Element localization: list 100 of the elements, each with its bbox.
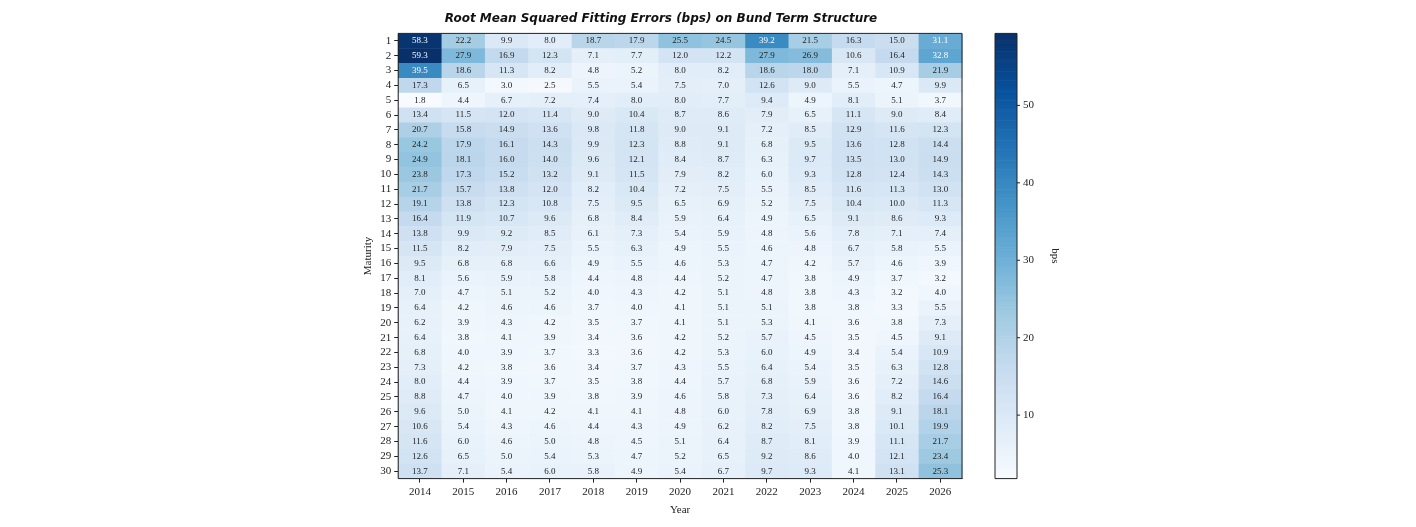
x-tick-label: 2014 (408, 485, 432, 498)
data-label: 15.7 (455, 183, 472, 194)
data-label: 4.2 (457, 302, 469, 313)
data-label: 8.2 (761, 421, 773, 432)
data-label: 14.3 (932, 168, 949, 179)
data-label: 6.9 (717, 198, 730, 209)
data-label: 10.9 (932, 346, 949, 357)
data-label: 16.0 (498, 153, 515, 164)
data-label: 5.3 (587, 450, 600, 461)
data-label: 4.3 (501, 421, 513, 432)
data-label: 8.8 (414, 391, 427, 402)
data-label: 3.7 (544, 376, 557, 387)
data-label: 15.2 (498, 168, 515, 179)
data-label: 5.0 (501, 450, 513, 461)
data-label: 9.5 (414, 257, 427, 268)
data-label: 15.8 (455, 124, 472, 135)
data-label: 4.2 (804, 257, 816, 268)
y-tick-label: 1 (385, 33, 392, 46)
data-label: 23.4 (932, 450, 949, 461)
data-label: 6.0 (761, 346, 773, 357)
data-label: 3.3 (587, 346, 600, 357)
y-tick-label: 24 (380, 375, 392, 388)
data-label: 7.1 (457, 465, 469, 476)
y-tick-label: 29 (380, 449, 392, 462)
data-label: 7.2 (761, 124, 773, 135)
data-label: 3.4 (587, 361, 600, 372)
data-label: 21.7 (412, 183, 429, 194)
data-label: 4.8 (761, 228, 773, 239)
data-label: 5.4 (674, 465, 687, 476)
data-label: 13.6 (542, 124, 559, 135)
data-label: 11.3 (498, 64, 515, 75)
x-tick-label: 2026 (929, 485, 952, 498)
data-label: 9.8 (587, 124, 600, 135)
data-label: 6.7 (501, 94, 513, 105)
data-label: 6.8 (414, 346, 427, 357)
y-tick-label: 5 (385, 93, 392, 106)
y-tick-label: 28 (380, 434, 392, 447)
data-label: 8.7 (761, 435, 773, 446)
y-tick-label: 21 (380, 330, 392, 343)
data-label: 13.1 (889, 465, 905, 476)
data-label: 9.1 (934, 331, 946, 342)
data-label: 4.6 (674, 391, 687, 402)
y-axis-title: Maturity (361, 236, 374, 276)
data-label: 3.6 (544, 361, 557, 372)
data-label: 11.5 (629, 168, 645, 179)
data-label: 8.7 (674, 109, 687, 120)
data-label: 4.8 (761, 287, 773, 298)
data-label: 13.0 (932, 183, 949, 194)
data-label: 5.7 (847, 257, 860, 268)
data-label: 4.7 (891, 79, 904, 90)
data-label: 7.3 (414, 361, 427, 372)
data-label: 3.0 (501, 79, 513, 90)
data-label: 4.4 (587, 421, 600, 432)
data-label: 4.0 (934, 287, 947, 298)
data-label: 5.9 (717, 228, 730, 239)
y-tick-label: 27 (380, 419, 392, 432)
data-label: 19.1 (412, 198, 428, 209)
data-label: 5.5 (717, 242, 730, 253)
data-label: 6.8 (501, 257, 513, 268)
data-label: 3.8 (457, 331, 470, 342)
data-label: 8.0 (631, 94, 643, 105)
data-label: 7.0 (414, 287, 427, 298)
data-label: 13.5 (845, 153, 862, 164)
data-label: 18.6 (758, 64, 776, 75)
data-label: 5.5 (761, 183, 773, 194)
data-label: 7.0 (717, 79, 730, 90)
data-label: 7.2 (544, 94, 556, 105)
data-label: 9.1 (717, 139, 730, 150)
data-label: 17.9 (455, 139, 472, 150)
data-label: 27.9 (758, 50, 776, 61)
data-label: 4.7 (761, 257, 773, 268)
data-label: 24.2 (412, 139, 428, 150)
data-label: 5.1 (717, 287, 730, 298)
data-label: 13.7 (412, 465, 429, 476)
data-label: 4.9 (631, 465, 643, 476)
data-label: 5.3 (717, 257, 730, 268)
x-tick-label: 2016 (495, 485, 519, 498)
data-label: 5.9 (674, 213, 687, 224)
data-label: 5.0 (457, 406, 470, 417)
data-label: 4.3 (501, 317, 513, 328)
data-label: 8.2 (891, 391, 903, 402)
data-label: 4.3 (674, 361, 687, 372)
data-label: 7.5 (587, 198, 600, 209)
data-label: 16.3 (845, 35, 862, 46)
data-label: 4.1 (804, 317, 816, 328)
data-label: 7.3 (934, 317, 947, 328)
data-label: 14.3 (542, 139, 559, 150)
data-label: 25.3 (932, 465, 949, 476)
y-tick-label: 17 (380, 271, 392, 284)
data-label: 32.8 (932, 50, 949, 61)
data-label: 8.5 (804, 183, 817, 194)
data-label: 18.6 (455, 64, 472, 75)
data-label: 13.6 (845, 139, 862, 150)
data-label: 11.1 (889, 435, 905, 446)
data-label: 5.1 (717, 317, 730, 328)
data-label: 3.5 (587, 317, 600, 328)
data-label: 11.3 (932, 198, 949, 209)
data-label: 3.8 (501, 361, 513, 372)
data-label: 9.5 (804, 139, 817, 150)
y-tick-label: 8 (385, 137, 392, 150)
